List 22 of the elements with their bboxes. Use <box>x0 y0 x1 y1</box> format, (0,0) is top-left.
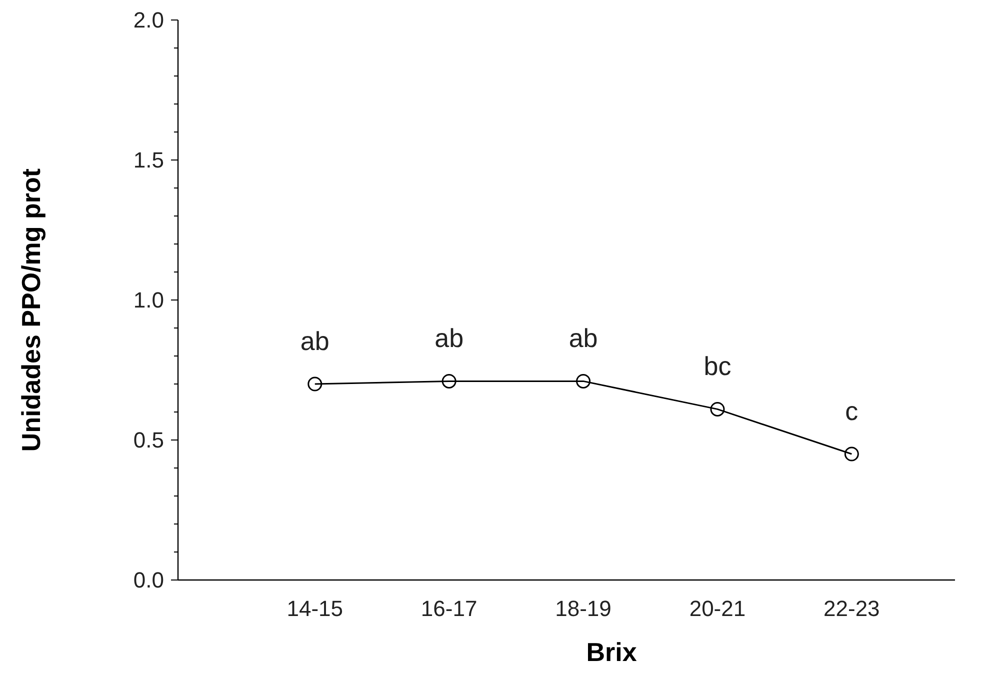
point <box>442 374 456 388</box>
y-axis-title: Unidades PPO/mg prot <box>16 168 46 452</box>
point <box>710 402 725 416</box>
y-tick-label: 1.5 <box>133 148 164 173</box>
point <box>308 376 322 392</box>
x-tick-label: 22-23 <box>824 596 880 621</box>
x-axis-title: Brix <box>586 637 638 667</box>
x-tick-label: 16-17 <box>420 596 478 621</box>
y-tick-label: 0.0 <box>133 568 164 593</box>
annotation: ab <box>568 323 598 354</box>
annotation: ab <box>300 326 330 356</box>
annotation: bc <box>704 351 732 382</box>
y-tick-label: 1.0 <box>133 288 164 313</box>
x-tick-label: 14-15 <box>286 596 344 621</box>
x-tick-label: 20-21 <box>689 596 746 621</box>
point <box>844 446 859 462</box>
annotation: ab <box>434 323 464 354</box>
point <box>576 374 591 388</box>
x-tick-label: 18-19 <box>555 596 612 621</box>
y-tick-label: 2.0 <box>133 8 164 33</box>
annotation: c <box>845 396 858 426</box>
y-tick-label: 0.5 <box>133 428 164 453</box>
